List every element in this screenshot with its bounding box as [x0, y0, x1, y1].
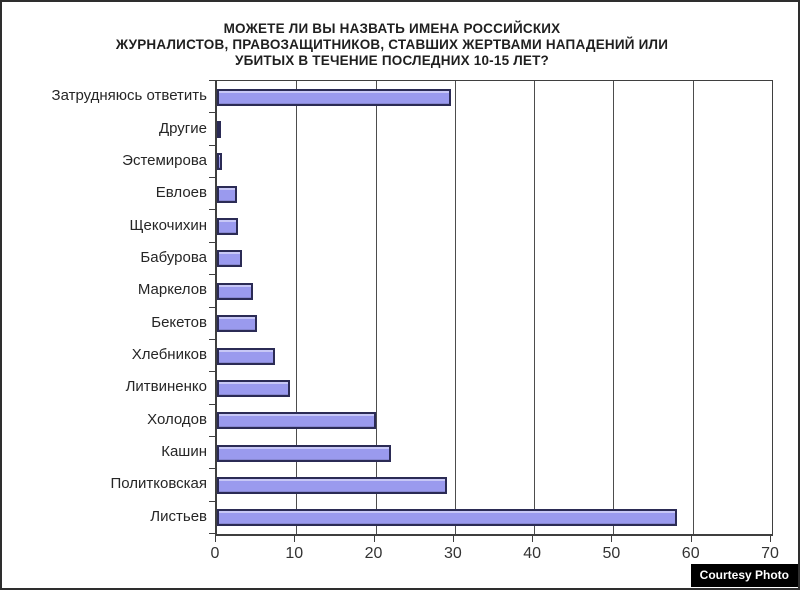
y-tick-mark	[209, 209, 215, 211]
bar-Эстемирова	[217, 153, 222, 171]
category-label-Маркелов: Маркелов	[137, 281, 207, 299]
category-label-Хлебников: Хлебников	[131, 346, 207, 364]
y-tick-mark	[209, 435, 215, 437]
x-tick-mark-60	[690, 535, 692, 542]
x-tick-mark-20	[373, 535, 375, 542]
courtesy-photo-badge: Courtesy Photo	[690, 564, 798, 587]
y-tick-mark	[209, 112, 215, 114]
gridline-x-50	[613, 81, 615, 534]
chart-title: МОЖЕТЕ ЛИ ВЫ НАЗВАТЬ ИМЕНА РОССИЙСКИХ ЖУ…	[42, 21, 742, 69]
category-label-Затрудняюсь ответить: Затрудняюсь ответить	[51, 87, 207, 105]
category-label-Евлоев: Евлоев	[155, 184, 207, 202]
category-label-Листьев: Листьев	[150, 507, 207, 525]
x-tick-label-0: 0	[210, 545, 220, 562]
category-label-Бабурова: Бабурова	[140, 248, 207, 266]
bar-Бабурова	[217, 250, 243, 268]
y-tick-mark	[209, 80, 215, 81]
x-tick-label-40: 40	[523, 545, 542, 562]
y-tick-mark	[209, 338, 215, 340]
y-tick-mark	[209, 306, 215, 308]
y-tick-mark	[209, 371, 215, 373]
bar-Политковская	[217, 476, 447, 494]
x-tick-label-20: 20	[364, 545, 383, 562]
y-tick-mark	[209, 241, 215, 243]
x-tick-label-50: 50	[602, 545, 621, 562]
x-tick-mark-70	[770, 535, 771, 542]
gridline-x-20	[375, 81, 377, 534]
gridline-x-60	[692, 81, 694, 534]
category-label-Холодов: Холодов	[147, 410, 207, 428]
y-tick-mark	[209, 468, 215, 470]
y-tick-mark	[209, 274, 215, 276]
gridline-x-40	[534, 81, 536, 534]
x-tick-label-10: 10	[285, 545, 304, 562]
x-tick-label-60: 60	[681, 545, 700, 562]
category-label-Литвиненко: Литвиненко	[125, 378, 207, 396]
gridline-x-10	[296, 81, 298, 534]
bar-Литвиненко	[217, 379, 290, 397]
bar-Хлебников	[217, 347, 275, 365]
x-tick-label-70: 70	[761, 545, 779, 562]
bar-Щекочихин	[217, 218, 239, 236]
chart-title-line-3: УБИТЫХ В ТЕЧЕНИЕ ПОСЛЕДНИХ 10-15 ЛЕТ?	[234, 53, 550, 68]
y-tick-mark	[209, 177, 215, 179]
chart-title-line-1: МОЖЕТЕ ЛИ ВЫ НАЗВАТЬ ИМЕНА РОССИЙСКИХ	[223, 21, 561, 36]
category-label-Бекетов: Бекетов	[151, 313, 207, 331]
x-tick-mark-50	[611, 535, 613, 542]
plot-area	[215, 80, 773, 536]
y-tick-mark	[209, 533, 215, 534]
category-label-Другие: Другие	[158, 119, 207, 137]
x-tick-mark-0	[215, 535, 216, 542]
y-tick-mark	[209, 403, 215, 405]
bar-Евлоев	[217, 185, 237, 203]
gridline-x-30	[454, 81, 456, 534]
bar-Маркелов	[217, 282, 254, 300]
x-tick-mark-10	[294, 535, 296, 542]
bar-Листьев	[217, 509, 677, 527]
bar-Кашин	[217, 444, 392, 462]
y-tick-mark	[209, 144, 215, 146]
bar-Холодов	[217, 412, 376, 430]
bar-Другие	[217, 121, 221, 139]
category-label-Эстемирова: Эстемирова	[122, 151, 207, 169]
chart-title-line-2: ЖУРНАЛИСТОВ, ПРАВОЗАЩИТНИКОВ, СТАВШИХ ЖЕ…	[115, 37, 669, 52]
x-tick-mark-40	[532, 535, 534, 542]
x-tick-label-30: 30	[443, 545, 462, 562]
bar-Затрудняюсь ответить	[217, 88, 451, 106]
category-label-Кашин: Кашин	[161, 443, 207, 461]
bar-Бекетов	[217, 315, 257, 333]
category-label-Щекочихин: Щекочихин	[129, 216, 207, 234]
category-label-Политковская: Политковская	[110, 475, 207, 493]
y-tick-mark	[209, 500, 215, 502]
x-tick-mark-30	[452, 535, 454, 542]
